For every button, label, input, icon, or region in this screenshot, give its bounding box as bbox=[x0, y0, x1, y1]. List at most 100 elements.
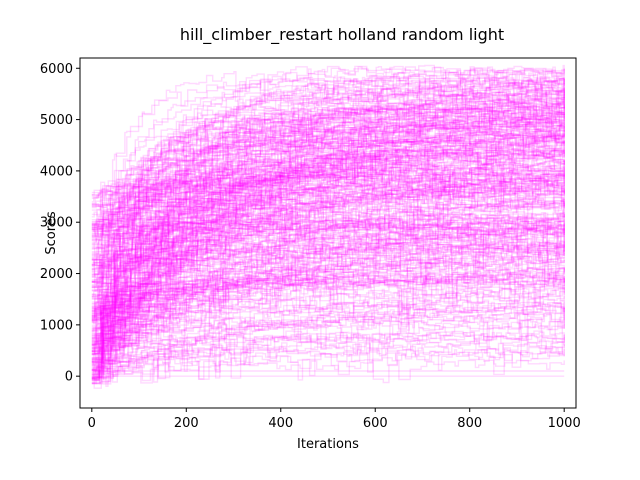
series-line-22 bbox=[91, 303, 565, 359]
y-axis: 0 1000 2000 3000 4000 5000 6000 bbox=[40, 62, 80, 385]
series-line-287 bbox=[91, 123, 565, 290]
series-line-33 bbox=[91, 152, 565, 351]
series-line-218 bbox=[91, 313, 565, 331]
series-line-50 bbox=[91, 217, 565, 251]
series-line-250 bbox=[91, 140, 565, 237]
series-line-125 bbox=[91, 250, 565, 381]
x-tick-label-4: 800 bbox=[457, 416, 482, 431]
series-line-29 bbox=[91, 340, 565, 379]
series-line-97 bbox=[91, 241, 565, 376]
series-line-52 bbox=[91, 164, 565, 351]
series-line-3 bbox=[91, 227, 565, 267]
series-line-74 bbox=[91, 148, 565, 312]
x-tick-label-1: 200 bbox=[174, 416, 199, 431]
series-line-84 bbox=[91, 298, 565, 324]
series-line-191 bbox=[91, 251, 565, 343]
series-line-212 bbox=[91, 173, 565, 299]
series-line-199 bbox=[91, 136, 565, 247]
series-line-58 bbox=[91, 128, 565, 261]
series-line-156 bbox=[91, 114, 565, 364]
series-line-60 bbox=[91, 212, 565, 361]
series-line-16 bbox=[91, 334, 565, 380]
series-line-161 bbox=[91, 183, 565, 223]
series-line-75 bbox=[91, 179, 565, 288]
series-line-62 bbox=[91, 79, 565, 235]
series-line-17 bbox=[91, 179, 565, 209]
series-line-167 bbox=[91, 260, 565, 335]
series-line-141 bbox=[91, 224, 565, 364]
series-line-19 bbox=[91, 74, 565, 380]
series-line-258 bbox=[91, 275, 565, 307]
series-line-220 bbox=[91, 167, 565, 205]
series-line-57 bbox=[91, 243, 565, 336]
series-line-101 bbox=[91, 244, 565, 339]
series-line-289 bbox=[91, 105, 565, 335]
series-line-2 bbox=[91, 187, 565, 227]
series-line-259 bbox=[91, 278, 565, 340]
series-line-150 bbox=[91, 245, 565, 320]
series-line-235 bbox=[91, 158, 565, 292]
series-line-300 bbox=[91, 68, 565, 229]
x-axis-label: Iterations bbox=[297, 437, 359, 452]
series-line-108 bbox=[91, 347, 565, 389]
series-line-129 bbox=[91, 104, 565, 355]
series-line-23 bbox=[91, 235, 565, 379]
series-line-103 bbox=[91, 218, 565, 245]
series-line-291 bbox=[91, 111, 565, 372]
series-line-294 bbox=[91, 172, 565, 353]
series-line-40 bbox=[91, 345, 565, 380]
series-line-11 bbox=[91, 272, 565, 346]
series-line-39 bbox=[91, 102, 565, 376]
series-line-209 bbox=[91, 255, 565, 337]
series-line-241 bbox=[91, 210, 565, 241]
series-line-15 bbox=[91, 224, 565, 320]
series-line-139 bbox=[91, 187, 565, 349]
series-line-217 bbox=[91, 213, 565, 273]
series-line-79 bbox=[91, 186, 565, 309]
series-line-149 bbox=[91, 91, 565, 226]
series-line-270 bbox=[91, 197, 565, 307]
series-line-275 bbox=[91, 86, 565, 208]
y-tick-label-4: 4000 bbox=[40, 164, 73, 179]
series-line-284 bbox=[91, 87, 565, 340]
series-line-48 bbox=[91, 334, 565, 352]
series-line-37 bbox=[91, 172, 565, 221]
series-line-118 bbox=[91, 110, 565, 237]
series-line-5 bbox=[91, 102, 565, 315]
series-line-163 bbox=[91, 120, 565, 227]
series-line-65 bbox=[91, 101, 565, 346]
series-line-299 bbox=[91, 175, 565, 220]
series-line-159 bbox=[91, 303, 565, 317]
series-line-133 bbox=[91, 359, 565, 384]
series-line-286 bbox=[91, 314, 565, 380]
series-line-194 bbox=[91, 86, 565, 384]
series-line-89 bbox=[91, 119, 565, 231]
series-line-111 bbox=[91, 196, 565, 224]
series-line-260 bbox=[91, 184, 565, 322]
series-line-236 bbox=[91, 130, 565, 231]
series-line-112 bbox=[91, 89, 565, 241]
x-tick-label-0: 0 bbox=[88, 416, 96, 431]
series-line-245 bbox=[91, 113, 565, 310]
y-tick-label-3: 3000 bbox=[40, 216, 73, 231]
series-line-43 bbox=[91, 306, 565, 366]
series-line-9 bbox=[91, 124, 565, 281]
series-line-240 bbox=[91, 106, 565, 267]
series-line-234 bbox=[91, 225, 565, 315]
series-line-248 bbox=[91, 268, 565, 362]
series-line-237 bbox=[91, 135, 565, 229]
series-line-132 bbox=[91, 125, 565, 276]
y-tick-label-0: 0 bbox=[65, 370, 73, 385]
series-line-72 bbox=[91, 220, 565, 237]
series-line-269 bbox=[91, 119, 565, 354]
series-line-278 bbox=[91, 168, 565, 348]
series-line-170 bbox=[91, 172, 565, 352]
series-line-301 bbox=[91, 93, 565, 300]
series-line-64 bbox=[91, 331, 565, 378]
series-line-247 bbox=[91, 76, 565, 359]
series-line-225 bbox=[91, 97, 565, 363]
series-line-281 bbox=[91, 117, 565, 275]
series-line-183 bbox=[91, 132, 565, 257]
series-line-47 bbox=[91, 243, 565, 287]
